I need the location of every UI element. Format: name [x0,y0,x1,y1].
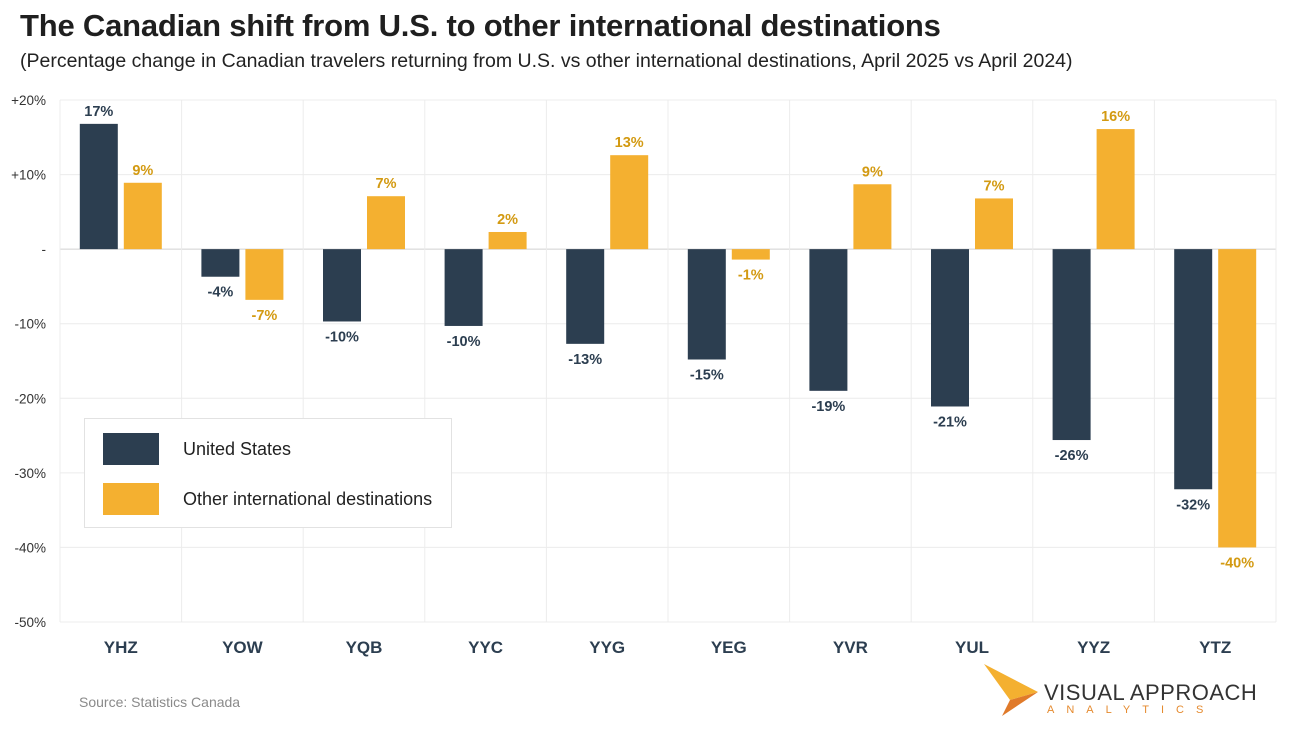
bar-other-yyz [1096,129,1135,250]
x-tick-label: YQB [346,638,383,657]
data-labels: 17% 9% -4% -7% -10% 7% -10% 2% -13% 13% -15% -1% -19… [84,104,1254,572]
data-label-other-ytz: -40% [1220,555,1254,571]
y-tick-label: - [42,242,47,257]
legend-swatch-united-states [103,433,159,465]
bar-other-yow [245,249,284,300]
bar-us-yqb [323,249,361,322]
bar-us-yeg [687,249,726,360]
x-tick-label: YYC [468,638,503,657]
legend-label-united-states: United States [183,438,292,459]
data-label-us-yow: -4% [208,285,234,301]
bar-us-yhz [79,123,118,250]
data-label-other-yul: 7% [984,178,1005,194]
data-label-us-yyg: -13% [568,352,602,368]
y-tick-label: -40% [14,540,46,555]
data-label-us-yvr: -19% [811,399,845,415]
data-label-us-yyz: -26% [1055,448,1089,464]
bar-us-yyz [1052,249,1091,441]
y-tick-label: +20% [11,93,46,108]
y-tick-label: -10% [14,317,46,332]
chart-title: The Canadian shift from U.S. to other in… [20,8,941,43]
data-label-other-yeg: -1% [738,268,764,284]
legend-item-united-states: United States [103,433,291,465]
bar-other-yyg [610,155,649,250]
bar-us-yyc [444,249,483,326]
data-label-other-yqb: 7% [376,176,397,192]
x-tick-label: YOW [222,638,264,657]
logo-mark-icon [984,664,1038,716]
bar-other-yhz [123,182,162,250]
data-label-us-yqb: -10% [325,329,359,345]
data-label-us-yul: -21% [933,414,967,430]
legend: United States Other international destin… [84,418,452,528]
legend-item-other-international: Other international destinations [103,483,432,515]
x-tick-label: YVR [833,638,868,657]
y-tick-label: -30% [14,466,46,481]
chart-subtitle: (Percentage change in Canadian travelers… [20,50,1073,72]
data-label-other-yyg: 13% [615,135,644,151]
bar-other-yul [975,198,1013,250]
bar-us-yvr [809,249,848,391]
x-tick-label: YHZ [104,638,138,657]
logo-name: VISUAL APPROACH [1044,680,1258,705]
axes: +20% +10% - -10% -20% -30% -40% -50% YHZ YOW YQB YY… [11,93,1231,657]
bar-other-yyc [488,231,527,250]
x-tick-label: YUL [955,638,989,657]
y-tick-label: -50% [14,615,46,630]
bar-us-yow [201,249,240,277]
bar-us-yyg [566,249,605,344]
data-label-other-yow: -7% [252,308,278,324]
data-label-us-yyc: -10% [447,334,481,350]
data-label-us-yeg: -15% [690,368,724,384]
data-label-other-yyz: 16% [1101,109,1130,125]
bar-other-yqb [367,196,405,250]
source-note: Source: Statistics Canada [79,694,241,710]
y-tick-label: +10% [11,168,46,183]
bar-us-ytz [1174,249,1213,490]
data-label-us-ytz: -32% [1176,497,1210,513]
data-label-us-yhz: 17% [84,104,113,120]
x-tick-label: YYZ [1077,638,1110,657]
data-label-other-yyc: 2% [497,212,518,228]
bar-other-yeg [731,249,770,260]
y-tick-label: -20% [14,391,46,406]
legend-swatch-other-international [103,483,159,515]
logo: VISUAL APPROACH ANALYTICS [980,660,1270,720]
grid [59,99,1277,623]
data-label-other-yhz: 9% [132,163,153,179]
bar-other-ytz [1218,249,1257,548]
x-tick-label: YTZ [1199,638,1231,657]
x-tick-label: YEG [711,638,747,657]
bar-other-yvr [853,184,892,250]
data-label-other-yvr: 9% [862,164,883,180]
x-tick-label: YYG [589,638,625,657]
bars [79,123,1257,548]
legend-label-other-international: Other international destinations [183,488,433,509]
logo-subtitle: ANALYTICS [1047,704,1216,716]
bar-us-yul [931,249,969,407]
